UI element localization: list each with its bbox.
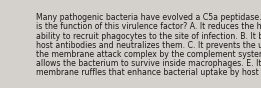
Text: allows the bacterium to survive inside macrophages. E. It creates: allows the bacterium to survive inside m… [36, 59, 261, 68]
Text: host antibodies and neutralizes them. C. It prevents the use of: host antibodies and neutralizes them. C.… [36, 41, 261, 50]
Text: ability to recruit phagocytes to the site of infection. B. It binds: ability to recruit phagocytes to the sit… [36, 32, 261, 41]
Text: membrane ruffles that enhance bacterial uptake by host cells: membrane ruffles that enhance bacterial … [36, 68, 261, 77]
Text: Many pathogenic bacteria have evolved a C5a peptidase. What: Many pathogenic bacteria have evolved a … [36, 13, 261, 22]
Text: the membrane attack complex by the complement system. D. It: the membrane attack complex by the compl… [36, 50, 261, 59]
Text: is the function of this virulence factor? A. It reduces the host’s: is the function of this virulence factor… [36, 22, 261, 31]
